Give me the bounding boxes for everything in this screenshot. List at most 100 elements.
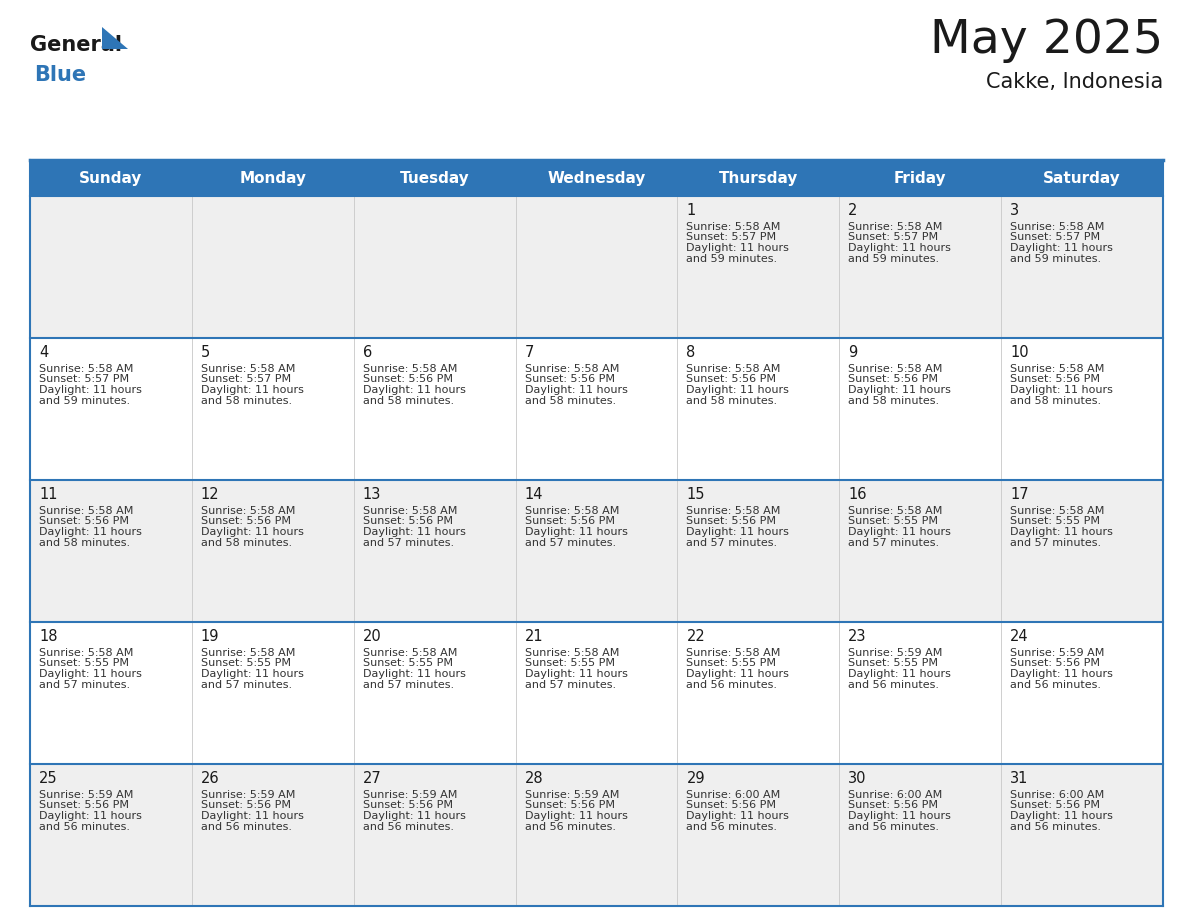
Text: Sunrise: 5:58 AM: Sunrise: 5:58 AM bbox=[362, 506, 457, 516]
Text: Daylight: 11 hours: Daylight: 11 hours bbox=[201, 385, 304, 395]
Text: and 57 minutes.: and 57 minutes. bbox=[1010, 538, 1101, 548]
Text: Friday: Friday bbox=[893, 171, 947, 185]
Text: Sunrise: 5:58 AM: Sunrise: 5:58 AM bbox=[848, 221, 942, 231]
Text: 26: 26 bbox=[201, 771, 220, 786]
Text: Sunset: 5:55 PM: Sunset: 5:55 PM bbox=[525, 658, 614, 668]
Text: 1: 1 bbox=[687, 203, 696, 218]
Text: and 57 minutes.: and 57 minutes. bbox=[362, 538, 454, 548]
Text: and 56 minutes.: and 56 minutes. bbox=[201, 822, 292, 832]
Text: Sunset: 5:55 PM: Sunset: 5:55 PM bbox=[201, 658, 291, 668]
Text: 4: 4 bbox=[39, 345, 49, 360]
Text: Sunrise: 5:58 AM: Sunrise: 5:58 AM bbox=[362, 647, 457, 657]
Text: 19: 19 bbox=[201, 629, 220, 644]
Text: Saturday: Saturday bbox=[1043, 171, 1121, 185]
Text: Blue: Blue bbox=[34, 65, 86, 85]
Text: 9: 9 bbox=[848, 345, 858, 360]
Text: Daylight: 11 hours: Daylight: 11 hours bbox=[1010, 243, 1113, 253]
Text: 11: 11 bbox=[39, 487, 57, 502]
Text: Sunset: 5:56 PM: Sunset: 5:56 PM bbox=[848, 800, 939, 811]
Bar bbox=[30, 480, 1163, 622]
Text: Sunrise: 5:59 AM: Sunrise: 5:59 AM bbox=[848, 647, 942, 657]
Text: Daylight: 11 hours: Daylight: 11 hours bbox=[525, 812, 627, 821]
Text: 3: 3 bbox=[1010, 203, 1019, 218]
Bar bbox=[30, 764, 1163, 906]
Text: and 58 minutes.: and 58 minutes. bbox=[201, 538, 292, 548]
Text: Sunset: 5:57 PM: Sunset: 5:57 PM bbox=[201, 375, 291, 385]
Text: Sunset: 5:57 PM: Sunset: 5:57 PM bbox=[39, 375, 129, 385]
Text: Daylight: 11 hours: Daylight: 11 hours bbox=[39, 669, 141, 679]
Text: and 56 minutes.: and 56 minutes. bbox=[687, 680, 777, 690]
Text: Daylight: 11 hours: Daylight: 11 hours bbox=[362, 527, 466, 537]
Text: and 57 minutes.: and 57 minutes. bbox=[201, 680, 292, 690]
Text: Sunrise: 5:59 AM: Sunrise: 5:59 AM bbox=[1010, 647, 1105, 657]
Text: Sunrise: 5:59 AM: Sunrise: 5:59 AM bbox=[362, 789, 457, 800]
Text: and 57 minutes.: and 57 minutes. bbox=[848, 538, 940, 548]
Text: and 56 minutes.: and 56 minutes. bbox=[1010, 822, 1101, 832]
Text: Sunrise: 5:58 AM: Sunrise: 5:58 AM bbox=[687, 647, 781, 657]
Text: Cakke, Indonesia: Cakke, Indonesia bbox=[986, 72, 1163, 92]
Text: Daylight: 11 hours: Daylight: 11 hours bbox=[201, 669, 304, 679]
Text: 22: 22 bbox=[687, 629, 706, 644]
Text: Sunrise: 5:58 AM: Sunrise: 5:58 AM bbox=[1010, 221, 1105, 231]
Text: Sunrise: 6:00 AM: Sunrise: 6:00 AM bbox=[1010, 789, 1105, 800]
Text: Sunrise: 5:58 AM: Sunrise: 5:58 AM bbox=[201, 647, 296, 657]
Text: Sunrise: 5:58 AM: Sunrise: 5:58 AM bbox=[525, 364, 619, 374]
Text: 10: 10 bbox=[1010, 345, 1029, 360]
Text: Sunset: 5:56 PM: Sunset: 5:56 PM bbox=[201, 516, 291, 526]
Text: Sunrise: 5:58 AM: Sunrise: 5:58 AM bbox=[201, 364, 296, 374]
Text: Daylight: 11 hours: Daylight: 11 hours bbox=[201, 812, 304, 821]
Text: Sunset: 5:56 PM: Sunset: 5:56 PM bbox=[525, 516, 614, 526]
Text: and 56 minutes.: and 56 minutes. bbox=[687, 822, 777, 832]
Text: Sunrise: 5:58 AM: Sunrise: 5:58 AM bbox=[201, 506, 296, 516]
Text: Sunset: 5:55 PM: Sunset: 5:55 PM bbox=[848, 516, 939, 526]
Text: and 58 minutes.: and 58 minutes. bbox=[525, 396, 615, 406]
Text: Sunrise: 6:00 AM: Sunrise: 6:00 AM bbox=[687, 789, 781, 800]
Text: 29: 29 bbox=[687, 771, 704, 786]
Text: Daylight: 11 hours: Daylight: 11 hours bbox=[687, 669, 789, 679]
Text: Daylight: 11 hours: Daylight: 11 hours bbox=[848, 527, 952, 537]
Text: Daylight: 11 hours: Daylight: 11 hours bbox=[687, 385, 789, 395]
Text: and 57 minutes.: and 57 minutes. bbox=[687, 538, 778, 548]
Text: Daylight: 11 hours: Daylight: 11 hours bbox=[1010, 385, 1113, 395]
Text: Sunrise: 5:58 AM: Sunrise: 5:58 AM bbox=[687, 364, 781, 374]
Text: Sunset: 5:56 PM: Sunset: 5:56 PM bbox=[201, 800, 291, 811]
Text: Sunrise: 5:59 AM: Sunrise: 5:59 AM bbox=[201, 789, 296, 800]
Text: 12: 12 bbox=[201, 487, 220, 502]
Text: Sunrise: 5:59 AM: Sunrise: 5:59 AM bbox=[525, 789, 619, 800]
Text: Sunset: 5:56 PM: Sunset: 5:56 PM bbox=[39, 800, 129, 811]
Text: Sunset: 5:56 PM: Sunset: 5:56 PM bbox=[525, 375, 614, 385]
Text: Sunrise: 5:58 AM: Sunrise: 5:58 AM bbox=[362, 364, 457, 374]
Text: Daylight: 11 hours: Daylight: 11 hours bbox=[525, 669, 627, 679]
Text: and 59 minutes.: and 59 minutes. bbox=[1010, 254, 1101, 263]
Text: Daylight: 11 hours: Daylight: 11 hours bbox=[1010, 812, 1113, 821]
Text: Sunrise: 5:59 AM: Sunrise: 5:59 AM bbox=[39, 789, 133, 800]
Text: and 56 minutes.: and 56 minutes. bbox=[848, 680, 940, 690]
Text: and 58 minutes.: and 58 minutes. bbox=[1010, 396, 1101, 406]
Text: Daylight: 11 hours: Daylight: 11 hours bbox=[687, 243, 789, 253]
Text: Sunrise: 6:00 AM: Sunrise: 6:00 AM bbox=[848, 789, 942, 800]
Text: 21: 21 bbox=[525, 629, 543, 644]
Text: 8: 8 bbox=[687, 345, 696, 360]
Text: Sunset: 5:56 PM: Sunset: 5:56 PM bbox=[362, 800, 453, 811]
Text: Tuesday: Tuesday bbox=[400, 171, 469, 185]
Text: 15: 15 bbox=[687, 487, 704, 502]
Text: and 59 minutes.: and 59 minutes. bbox=[39, 396, 131, 406]
Text: Daylight: 11 hours: Daylight: 11 hours bbox=[362, 812, 466, 821]
Text: Sunset: 5:56 PM: Sunset: 5:56 PM bbox=[1010, 800, 1100, 811]
Text: and 57 minutes.: and 57 minutes. bbox=[525, 538, 615, 548]
Text: Sunrise: 5:58 AM: Sunrise: 5:58 AM bbox=[39, 647, 133, 657]
Text: Sunset: 5:56 PM: Sunset: 5:56 PM bbox=[848, 375, 939, 385]
Text: Daylight: 11 hours: Daylight: 11 hours bbox=[848, 669, 952, 679]
Text: 6: 6 bbox=[362, 345, 372, 360]
Text: Sunset: 5:56 PM: Sunset: 5:56 PM bbox=[1010, 658, 1100, 668]
Text: Sunrise: 5:58 AM: Sunrise: 5:58 AM bbox=[1010, 506, 1105, 516]
Text: 16: 16 bbox=[848, 487, 867, 502]
Text: and 56 minutes.: and 56 minutes. bbox=[39, 822, 129, 832]
Text: and 56 minutes.: and 56 minutes. bbox=[848, 822, 940, 832]
Text: 31: 31 bbox=[1010, 771, 1029, 786]
Text: May 2025: May 2025 bbox=[930, 18, 1163, 63]
Text: and 58 minutes.: and 58 minutes. bbox=[39, 538, 131, 548]
Text: Sunday: Sunday bbox=[80, 171, 143, 185]
Text: Sunrise: 5:58 AM: Sunrise: 5:58 AM bbox=[687, 221, 781, 231]
Text: Sunset: 5:56 PM: Sunset: 5:56 PM bbox=[525, 800, 614, 811]
